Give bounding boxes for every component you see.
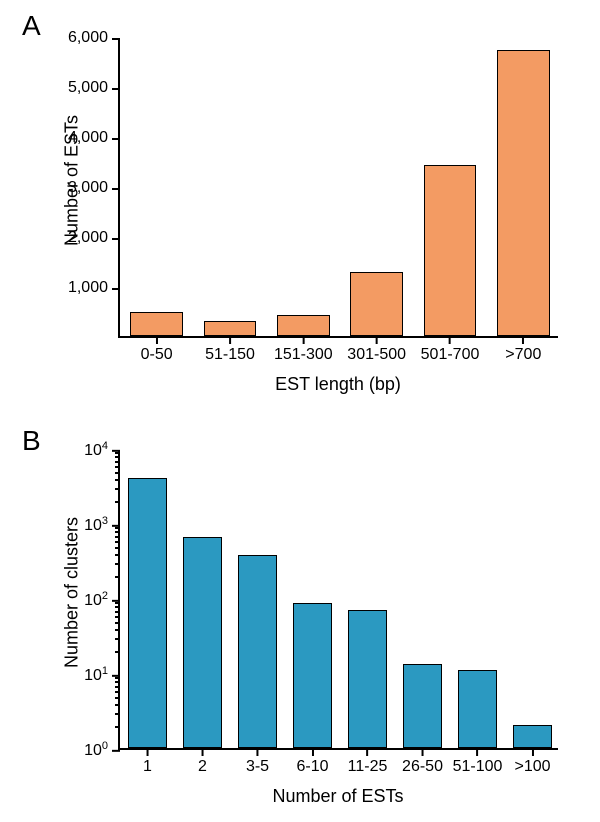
panel-a-bar — [350, 272, 403, 336]
panel-b-bar — [293, 603, 333, 748]
panel-b-minor-tick — [115, 479, 120, 481]
panel-b-bar — [403, 664, 443, 748]
panel-b-minor-tick — [115, 501, 120, 503]
panel-b-xtick: >100 — [514, 748, 550, 776]
panel-b-xtick: 3-5 — [246, 748, 269, 776]
panel-b-ytick: 104 — [28, 440, 120, 460]
panel-a-xtick: 51-150 — [205, 336, 255, 364]
panel-a-bar — [130, 312, 183, 336]
panel-b-minor-tick — [115, 651, 120, 653]
panel-b-minor-tick — [115, 629, 120, 631]
panel-b-minor-tick — [115, 536, 120, 538]
panel-a-xtick: 151-300 — [274, 336, 333, 364]
panel-b-minor-tick — [115, 622, 120, 624]
panel-b-minor-tick — [115, 466, 120, 468]
panel-a-plot: 1,0002,0003,0004,0005,0006,0000-5051-150… — [118, 38, 558, 338]
panel-b-ytick: 100 — [28, 740, 120, 760]
panel-b-minor-tick — [115, 611, 120, 613]
panel-a-ytick: 6,000 — [28, 29, 120, 47]
panel-b-xtick: 51-100 — [453, 748, 503, 776]
panel-b-minor-tick — [115, 697, 120, 699]
panel-b-xlabel: Number of ESTs — [118, 786, 558, 807]
panel-b-xtick: 6-10 — [296, 748, 328, 776]
panel-a-xtick: 501-700 — [421, 336, 480, 364]
panel-a-bar — [277, 315, 330, 336]
panel-b-minor-tick — [115, 686, 120, 688]
panel-a-ytick: 1,000 — [28, 279, 120, 297]
panel-a-xlabel: EST length (bp) — [118, 374, 558, 395]
panel-b-minor-tick — [115, 563, 120, 565]
panel-b-minor-tick — [115, 713, 120, 715]
panel-b-minor-tick — [115, 704, 120, 706]
panel-a-bar — [497, 50, 550, 336]
panel-b-xtick: 2 — [198, 748, 207, 776]
panel-b-minor-tick — [115, 726, 120, 728]
panel-b-minor-tick — [115, 541, 120, 543]
panel-b-minor-tick — [115, 472, 120, 474]
panel-b-minor-tick — [115, 691, 120, 693]
panel-a-bar — [204, 321, 257, 336]
panel-b-plot: 100101102103104123-56-1011-2526-5051-100… — [118, 450, 558, 750]
panel-b-minor-tick — [115, 488, 120, 490]
panel-b-bar — [238, 555, 278, 748]
panel-b-bar — [348, 610, 388, 748]
panel-b-minor-tick — [115, 638, 120, 640]
panel-b-xtick: 11-25 — [348, 748, 388, 776]
panel-b-minor-tick — [115, 576, 120, 578]
panel-a-xtick: 301-500 — [347, 336, 406, 364]
panel-a-ylabel: Number of ESTs — [62, 81, 83, 281]
panel-b-xtick: 1 — [143, 748, 152, 776]
panel-b-minor-tick — [115, 547, 120, 549]
panel-b-bar — [458, 670, 498, 748]
panel-b-minor-tick — [115, 461, 120, 463]
panel-b-xtick: 26-50 — [402, 748, 443, 776]
panel-b-minor-tick — [115, 616, 120, 618]
panel-b-minor-tick — [115, 554, 120, 556]
panel-a-xtick: 0-50 — [141, 336, 173, 364]
panel-b-bar — [183, 537, 223, 748]
panel-a-xtick: >700 — [505, 336, 541, 364]
panel-a-bar — [424, 165, 477, 336]
panel-b-bar — [513, 725, 553, 748]
panel-b-bar — [128, 478, 168, 748]
panel-b-ylabel: Number of clusters — [62, 483, 83, 703]
